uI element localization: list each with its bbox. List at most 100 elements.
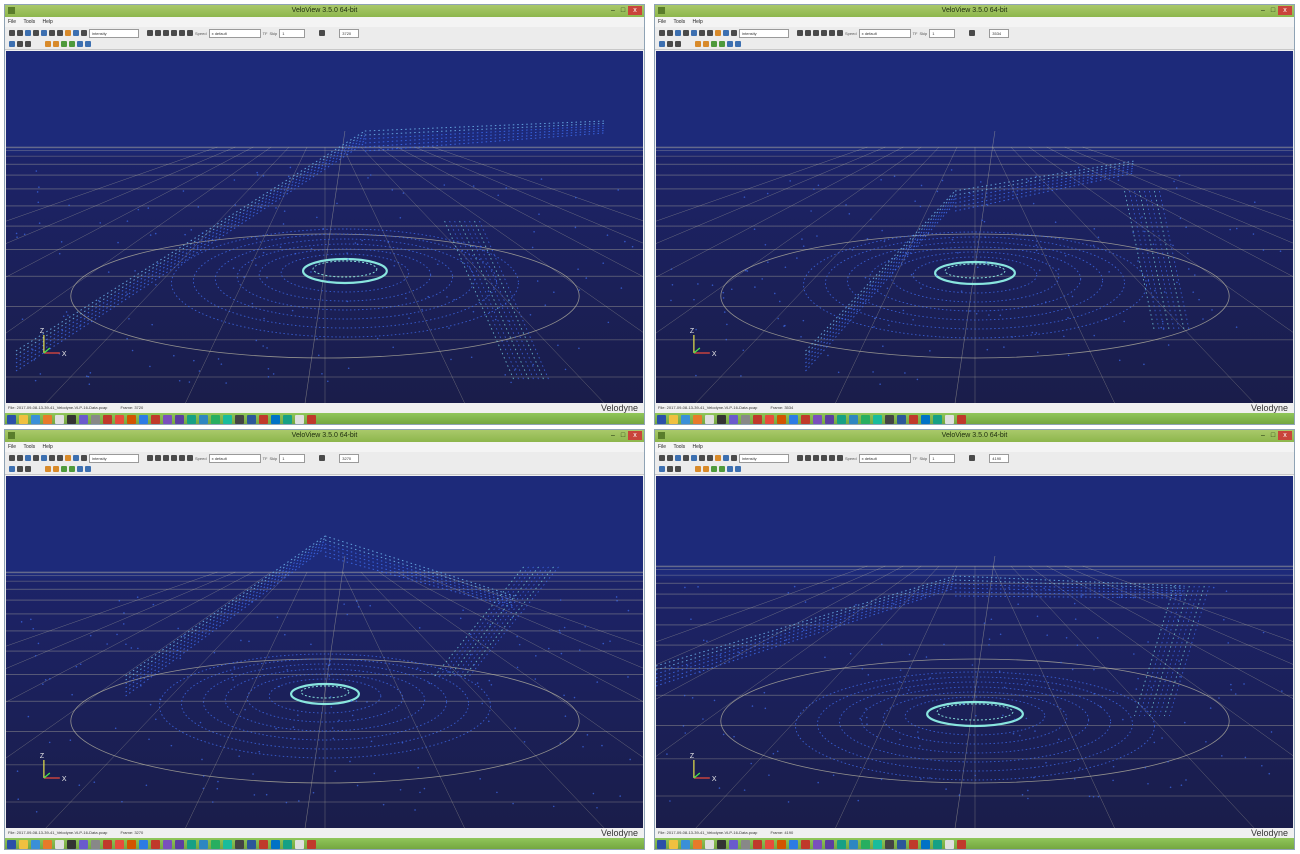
- pdf-icon[interactable]: [957, 415, 966, 424]
- frame-slider-icon[interactable]: [319, 30, 326, 36]
- color-map-icon[interactable]: [715, 30, 721, 36]
- open-file-icon[interactable]: [659, 455, 665, 461]
- view-z-plus-icon[interactable]: [727, 41, 733, 47]
- pdf-icon[interactable]: [957, 840, 966, 849]
- app2-icon[interactable]: [223, 415, 232, 424]
- view-z-plus-icon[interactable]: [727, 466, 733, 472]
- view-z-plus-icon[interactable]: [77, 41, 83, 47]
- measure-icon[interactable]: [683, 455, 689, 461]
- view-reset-icon[interactable]: [667, 466, 673, 472]
- app-icon[interactable]: [729, 415, 738, 424]
- terminal-icon[interactable]: [717, 840, 726, 849]
- speed-select[interactable]: x default: [858, 28, 911, 38]
- veloview-icon[interactable]: [139, 840, 148, 849]
- explorer-icon[interactable]: [19, 840, 28, 849]
- record-icon[interactable]: [25, 30, 31, 36]
- word-icon[interactable]: [247, 415, 256, 424]
- x-icon[interactable]: [801, 415, 810, 424]
- git-icon[interactable]: [211, 415, 220, 424]
- pdf-icon[interactable]: [307, 840, 316, 849]
- file-icon[interactable]: [55, 415, 64, 424]
- close-button[interactable]: x: [1278, 431, 1292, 440]
- vs-icon[interactable]: [813, 840, 822, 849]
- arduino2-icon[interactable]: [283, 415, 292, 424]
- view-y-plus-icon[interactable]: [711, 466, 717, 472]
- menu-help[interactable]: Help: [692, 444, 703, 450]
- rotate-icon[interactable]: [731, 455, 737, 461]
- acrobat-icon[interactable]: [753, 415, 762, 424]
- point-size-icon[interactable]: [73, 30, 79, 36]
- frame-slider-icon[interactable]: [319, 455, 326, 461]
- color-field-select[interactable]: intensity: [739, 28, 789, 38]
- arduino-icon[interactable]: [187, 840, 196, 849]
- outlook-icon[interactable]: [271, 840, 280, 849]
- git-icon[interactable]: [861, 415, 870, 424]
- reset-camera-icon[interactable]: [57, 30, 63, 36]
- visual-studio-icon[interactable]: [175, 415, 184, 424]
- prev-frame-icon[interactable]: [155, 455, 161, 461]
- close-button[interactable]: x: [628, 431, 642, 440]
- color-map-icon[interactable]: [65, 30, 71, 36]
- windows-start-icon[interactable]: [657, 840, 666, 849]
- view-axes-icon[interactable]: [659, 41, 665, 47]
- grid-icon[interactable]: [691, 455, 697, 461]
- view-y-minus-icon[interactable]: [69, 41, 75, 47]
- speed-select[interactable]: x default: [858, 453, 911, 463]
- prev-frame-icon[interactable]: [155, 30, 161, 36]
- firefox-icon[interactable]: [693, 415, 702, 424]
- app-icon[interactable]: [79, 415, 88, 424]
- skip-input[interactable]: 1: [929, 28, 956, 38]
- last-frame-icon[interactable]: [179, 30, 185, 36]
- play-icon[interactable]: [163, 30, 169, 36]
- grid-icon[interactable]: [691, 30, 697, 36]
- cmd-icon[interactable]: [235, 415, 244, 424]
- terminal-icon[interactable]: [717, 415, 726, 424]
- view-axes-icon[interactable]: [9, 466, 15, 472]
- keyboard-icon[interactable]: [675, 466, 681, 472]
- menu-help[interactable]: Help: [42, 444, 53, 450]
- app-icon[interactable]: [729, 840, 738, 849]
- vs-icon[interactable]: [163, 415, 172, 424]
- speed-select[interactable]: x default: [208, 453, 261, 463]
- view-z-minus-icon[interactable]: [85, 466, 91, 472]
- terminal-icon[interactable]: [67, 840, 76, 849]
- word-icon[interactable]: [247, 840, 256, 849]
- visual-studio-icon[interactable]: [825, 415, 834, 424]
- frame-spinbox[interactable]: 3270: [339, 453, 360, 463]
- vs-icon[interactable]: [813, 415, 822, 424]
- menu-help[interactable]: Help: [692, 19, 703, 25]
- matlab-icon[interactable]: [777, 840, 786, 849]
- frame-spinbox[interactable]: 3720: [339, 28, 360, 38]
- firefox-icon[interactable]: [693, 840, 702, 849]
- matlab-icon[interactable]: [777, 415, 786, 424]
- prev-frame-icon[interactable]: [805, 455, 811, 461]
- view-x-minus-icon[interactable]: [53, 466, 59, 472]
- view-x-minus-icon[interactable]: [703, 466, 709, 472]
- app2-icon[interactable]: [873, 415, 882, 424]
- reset-camera-icon[interactable]: [707, 455, 713, 461]
- veloview-icon[interactable]: [789, 415, 798, 424]
- arduino-icon[interactable]: [187, 415, 196, 424]
- view-y-minus-icon[interactable]: [719, 41, 725, 47]
- skip-input[interactable]: 1: [929, 453, 956, 463]
- app-icon[interactable]: [79, 840, 88, 849]
- settings-icon[interactable]: [91, 415, 100, 424]
- first-frame-icon[interactable]: [797, 30, 803, 36]
- chrome-icon[interactable]: [115, 415, 124, 424]
- spreadsheet-icon[interactable]: [699, 30, 705, 36]
- menu-tools[interactable]: Tools: [673, 19, 686, 25]
- git-icon[interactable]: [861, 840, 870, 849]
- view-x-minus-icon[interactable]: [703, 41, 709, 47]
- point-size-icon[interactable]: [723, 455, 729, 461]
- play-icon[interactable]: [813, 455, 819, 461]
- loop-icon[interactable]: [837, 30, 843, 36]
- explorer-icon[interactable]: [669, 415, 678, 424]
- rotate-icon[interactable]: [81, 30, 87, 36]
- skype-icon[interactable]: [199, 840, 208, 849]
- x-icon[interactable]: [801, 840, 810, 849]
- frame-spinbox[interactable]: 3534: [989, 28, 1010, 38]
- git-icon[interactable]: [211, 840, 220, 849]
- sensor-stream-icon[interactable]: [17, 30, 23, 36]
